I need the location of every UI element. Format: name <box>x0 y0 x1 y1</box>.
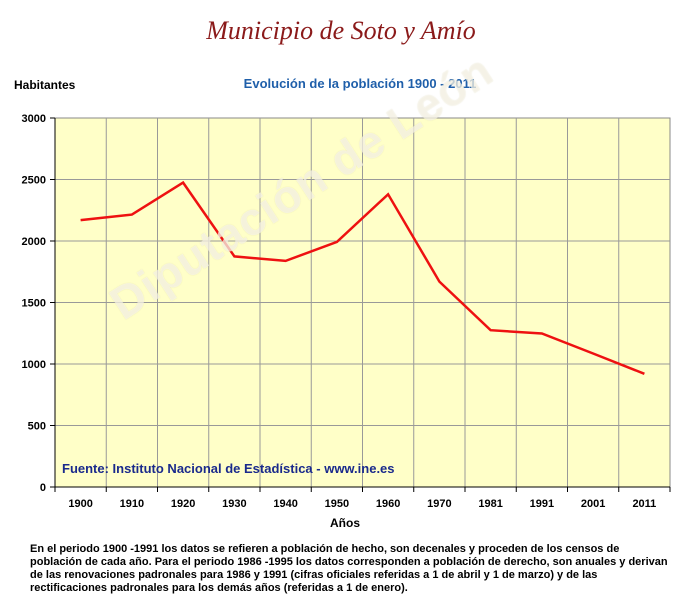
y-tick-label: 2000 <box>22 236 46 248</box>
y-axis-label: Habitantes <box>14 78 76 92</box>
axes <box>50 117 671 492</box>
x-ticks: 1900 1910 1920 1930 1940 1950 1960 1970 1981 1991… <box>68 498 656 510</box>
y-tick-label: 500 <box>28 421 46 433</box>
x-tick-label: 1900 <box>68 498 92 510</box>
x-tick-label: 1950 <box>325 498 349 510</box>
y-tick-label: 1000 <box>22 359 46 371</box>
x-tick-label: 2011 <box>632 498 656 510</box>
page-title: Municipio de Soto y Amío <box>206 16 476 45</box>
x-tick-label: 1970 <box>427 498 451 510</box>
x-tick-label: 1940 <box>273 498 297 510</box>
source-note: Fuente: Instituto Nacional de Estadístic… <box>62 461 395 476</box>
line-chart: 0 500 1000 1500 2000 2500 3000 1900 1910 1920 193… <box>22 113 671 510</box>
x-tick-label: 1910 <box>120 498 144 510</box>
x-tick-label: 1920 <box>171 498 195 510</box>
footnote: En el periodo 1900 -1991 los datos se re… <box>30 543 668 594</box>
grid-lines <box>55 118 670 487</box>
x-axis-label: Años <box>330 516 360 530</box>
series-layer <box>80 180 645 375</box>
x-tick-label: 1960 <box>376 498 400 510</box>
y-tick-label: 3000 <box>22 113 46 125</box>
y-ticks: 0 500 1000 1500 2000 2500 3000 <box>22 113 46 494</box>
x-tick-label: 1991 <box>530 498 554 510</box>
x-tick-label: 2001 <box>581 498 605 510</box>
y-tick-label: 0 <box>40 482 46 494</box>
x-tick-label: 1981 <box>478 498 502 510</box>
x-tick-label: 1930 <box>222 498 246 510</box>
series-line <box>80 180 645 375</box>
chart-title: Evolución de la población 1900 - 2011 <box>243 76 477 91</box>
y-tick-label: 1500 <box>22 298 46 310</box>
y-tick-label: 2500 <box>22 175 46 187</box>
